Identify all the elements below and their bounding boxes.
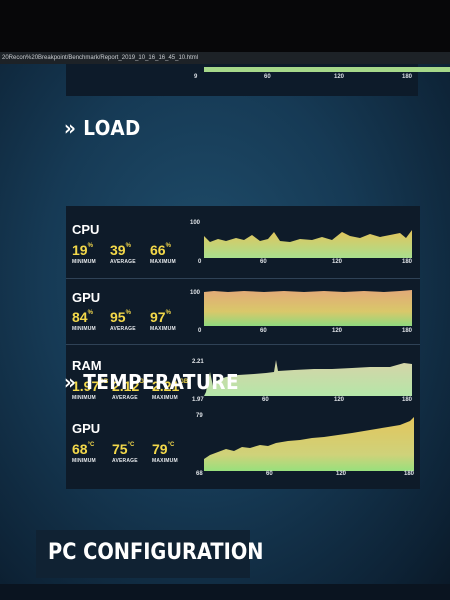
stat-value: 75 [112,441,128,457]
x-tick: 180 [402,397,413,403]
ram-y-top: 2.21 [192,359,204,365]
x-tick: 180 [402,74,413,80]
stat-unit: % [87,310,93,316]
stat-name: MINIMUM [72,458,96,464]
load-panel: CPU 19% MINIMUM 39% AVERAGE 66% MAXIMUM … [66,206,420,418]
stat-unit: GB [139,379,149,385]
stat-value: 84 [72,309,88,325]
cpu-load-label: CPU [72,222,100,237]
temp-y-bottom: 68 [196,471,203,477]
address-bar[interactable]: 20Recon%20Breakpoint/Benchmark/Report_20… [0,52,450,64]
gpu-temp-min-stat: 68°C MINIMUM [72,441,96,464]
x-tick: 180 [402,259,413,265]
stat-value: 79 [152,441,168,457]
pc-configuration-header: PC CONFIGURATION [36,530,264,578]
stat-value: 97 [150,309,166,325]
gpu-load-area [204,290,412,326]
row-separator [66,278,420,279]
stat-name: AVERAGE [110,326,136,332]
stat-value: 2.21 [152,378,180,394]
previous-chart-panel: 9 60 120 180 [66,64,450,96]
stat-name: MAXIMUM [152,395,178,401]
ram-avg-stat: 2.12GB AVERAGE [112,378,148,401]
cpu-load-area [204,230,412,258]
x-tick: 180 [402,328,413,334]
stat-value: 95 [110,309,126,325]
stat-name: MAXIMUM [150,259,176,265]
stat-unit: % [125,243,131,249]
stat-unit: % [125,310,131,316]
stat-unit: % [165,243,171,249]
x-tick: 60 [260,328,267,334]
stat-value: 2.12 [112,378,140,394]
ram-y-bottom: 1.97 [192,397,204,403]
stat-name: AVERAGE [110,259,136,265]
cpu-min-stat: 19% MINIMUM [72,242,96,265]
previous-chart-series [204,67,450,72]
stat-unit: °C [167,442,175,448]
stat-name: AVERAGE [112,395,138,401]
stat-value: 19 [72,242,88,258]
gpu-temp-avg-stat: 75°C AVERAGE [112,441,138,464]
gpu-load-chart [204,286,412,326]
x-tick: 60 [260,259,267,265]
ram-load-area [204,360,412,396]
pc-configuration-title: PC CONFIGURATION [48,540,264,565]
stat-name: MINIMUM [72,326,96,332]
x-tick: 60 [262,397,269,403]
gpu-temp-label: GPU [72,421,101,436]
load-section-title: » LOAD [64,116,141,140]
stat-name: MINIMUM [72,395,96,401]
bottom-strip [0,584,450,600]
x-tick: 120 [332,259,343,265]
stat-value: 39 [110,242,126,258]
x-tick: 120 [334,397,345,403]
ram-max-stat: 2.21GB MAXIMUM [152,378,188,401]
screen-bezel [0,0,450,52]
x-tick: 120 [336,471,347,477]
stat-value: 1.97 [72,378,100,394]
cpu-load-chart [204,226,412,258]
gpu-temp-area [204,417,414,471]
stat-name: AVERAGE [112,458,138,464]
ram-load-chart [204,358,412,396]
stat-unit: GB [179,379,189,385]
stat-value: 66 [150,242,166,258]
stat-unit: °C [127,442,135,448]
x-tick: 120 [332,328,343,334]
gpu-avg-stat: 95% AVERAGE [110,309,136,332]
gpu-temp-max-stat: 79°C MAXIMUM [152,441,178,464]
x-tick: 9 [194,74,198,80]
stat-unit: GB [99,379,109,385]
stat-unit: °C [87,442,95,448]
cpu-max-stat: 66% MAXIMUM [150,242,176,265]
ram-load-label: RAM [72,358,102,373]
cpu-y-bottom: 0 [198,259,202,265]
gpu-y-top: 100 [190,290,201,296]
stat-value: 68 [72,441,88,457]
report-page: 9 60 120 180 » LOAD CPU 19% MINIMUM 39% … [0,64,450,600]
gpu-load-label: GPU [72,290,101,305]
stat-name: MAXIMUM [152,458,178,464]
stat-unit: % [165,310,171,316]
gpu-min-stat: 84% MINIMUM [72,309,96,332]
x-tick: 120 [334,74,345,80]
cpu-y-top: 100 [190,220,201,226]
x-tick: 180 [404,471,415,477]
ram-min-stat: 1.97GB MINIMUM [72,378,108,401]
cpu-avg-stat: 39% AVERAGE [110,242,136,265]
x-tick: 60 [266,471,273,477]
temp-y-top: 79 [196,413,203,419]
temperature-panel: GPU 68°C MINIMUM 75°C AVERAGE 79°C MAXIM… [66,405,420,489]
stat-unit: % [87,243,93,249]
temperature-section-title: » TEMPERATURE [64,370,239,394]
gpu-y-bottom: 0 [198,328,202,334]
x-tick: 60 [264,74,271,80]
gpu-max-stat: 97% MAXIMUM [150,309,176,332]
stat-name: MINIMUM [72,259,96,265]
row-separator [66,344,420,345]
gpu-temp-chart [204,415,414,471]
stat-name: MAXIMUM [150,326,176,332]
